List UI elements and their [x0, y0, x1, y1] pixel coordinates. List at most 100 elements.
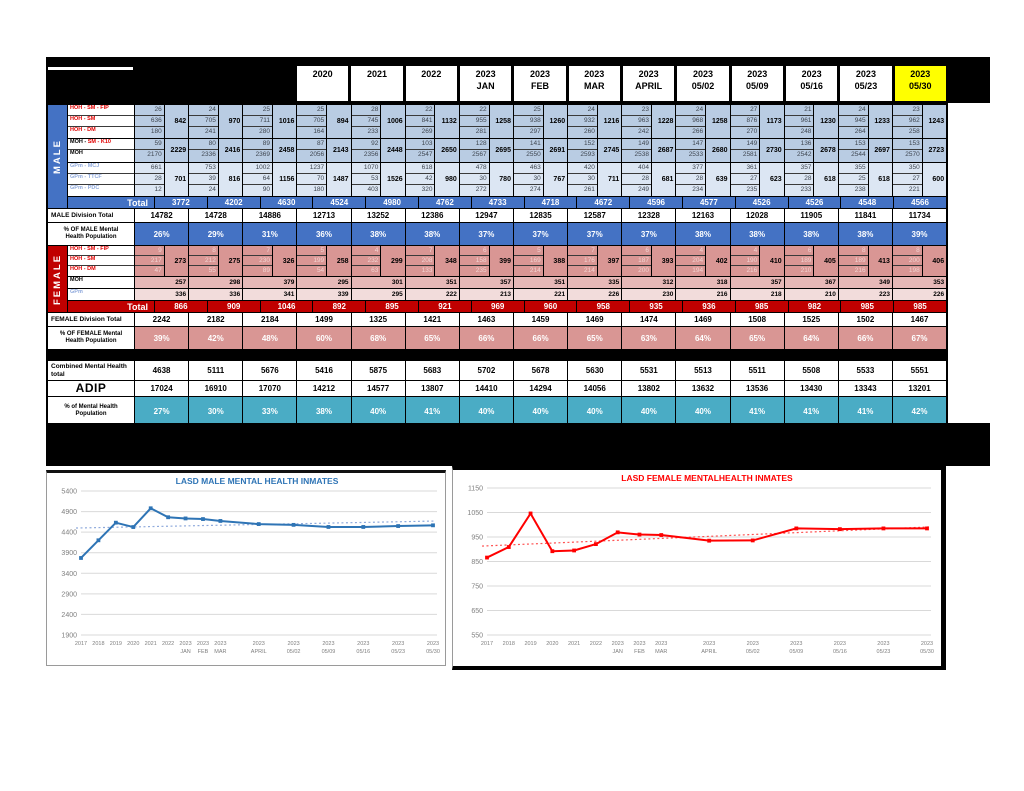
female-pct-cell: 68% [351, 327, 406, 349]
subtotal-cell: 2448 [387, 147, 403, 154]
row-label: HOH - DM [70, 127, 96, 133]
data-column: 361 27 235 623 [730, 163, 785, 196]
combined-total: Combined Mental Health total 4638 5111 5676… [48, 361, 946, 381]
row-labels: MOH - SM - K10 MOH [68, 139, 135, 162]
data-point-marker [528, 511, 533, 516]
subtotal-cell: 701 [174, 176, 187, 183]
data-cell: 216 [716, 291, 728, 298]
adip-cell: 13802 [622, 381, 677, 396]
year-header-cell: 2023 JAN [457, 64, 514, 103]
data-point-marker [659, 533, 664, 537]
subtotal-cell: 399 [499, 257, 511, 265]
x-tick-label: 2023 [427, 641, 439, 647]
data-cell: 234 [692, 186, 704, 193]
male-pct-cell: 37% [622, 223, 677, 245]
row-label: HOH - SM [68, 256, 134, 266]
data-column: 21 961 248 1230 [784, 105, 839, 138]
data-column: 24 945 264 1233 [838, 105, 893, 138]
male-division-total-cell: 14728 [189, 209, 244, 222]
female-pct-cell: 42% [189, 327, 244, 349]
x-tick-label-line2: 05/09 [322, 649, 336, 655]
data-cell: 711 [243, 116, 273, 127]
data-point-marker [79, 556, 83, 560]
subtotal-cell: 2723 [928, 147, 945, 154]
data-cell: 27 [730, 174, 760, 185]
overall-pct-cell: 40% [513, 397, 569, 425]
data-cell: 2356 [363, 151, 379, 158]
data-cell: 63 [371, 267, 379, 274]
x-tick-label-line2: 05/16 [833, 649, 847, 655]
table-row-group: GPm - MCJ GPm - TTCF GPm - PDC 661 28 12 701 75… [68, 163, 947, 197]
year-line2 [376, 80, 379, 92]
x-tick-label: 2023 [877, 641, 889, 647]
female-pct-cell: 66% [513, 327, 569, 349]
data-cell: 189 [784, 256, 814, 266]
data-column: 404 28 249 681 [622, 163, 677, 196]
data-cell: 217 [135, 256, 164, 266]
data-column: 349 [838, 277, 893, 288]
total-cell: 4672 [577, 197, 631, 208]
data-cell: 176 [568, 256, 597, 266]
data-cell: 136 [784, 139, 814, 150]
female-chart-svg: 550 650 750 850 950 1050 1150 2017 2018 2019 2020 2… [467, 473, 933, 655]
total-cell: 4630 [261, 197, 314, 208]
data-cell: 339 [337, 291, 349, 298]
x-tick-label-line2: APRIL [701, 649, 717, 655]
female-pct-cell: 48% [243, 327, 298, 349]
male-section: MALE HOH - SM - FIP HOH - SM HOH - DM 26 636 1… [48, 105, 947, 209]
data-cell: 153 [892, 139, 922, 150]
data-cell: 24 [838, 105, 868, 116]
data-cell: 200 [892, 256, 922, 266]
data-cell: 216 [746, 267, 758, 274]
data-cell: 377 [676, 163, 706, 174]
total-cell: 4526 [736, 197, 789, 208]
data-cell: 962 [892, 116, 922, 127]
x-tick-label: 2018 [92, 641, 104, 647]
data-cell: 351 [554, 279, 566, 286]
data-column: 24 705 241 970 [189, 105, 244, 138]
data-cell: 2581 [742, 151, 758, 158]
data-column: 355 25 238 618 [838, 163, 893, 196]
data-cell: 357 [784, 163, 814, 174]
female-side-label: FEMALE [48, 246, 68, 312]
overall-pct-cell: 38% [297, 397, 352, 425]
x-tick-label: 2023 [790, 641, 802, 647]
total-cell: 4202 [208, 197, 261, 208]
data-point-marker [166, 515, 171, 520]
data-cell: 249 [638, 186, 650, 193]
data-cell: 26 [135, 105, 164, 116]
female-pct-label: % OF FEMALE Mental Health Population [48, 327, 135, 349]
adip-cell: 14294 [514, 381, 569, 396]
x-tick-label: 2022 [162, 641, 174, 647]
data-cell: 187 [622, 256, 652, 266]
data-column: 1002 64 90 1156 [243, 163, 298, 196]
year-line2: MAR [584, 81, 605, 92]
male-division-total-cell: 14886 [243, 209, 298, 222]
data-cell: 753 [189, 163, 218, 174]
x-tick-label: 2017 [481, 641, 493, 647]
y-tick-label: 2900 [61, 591, 77, 598]
overall-pct-cell: 41% [405, 397, 460, 425]
data-cell: 2547 [417, 151, 433, 158]
data-column: 377 28 234 639 [676, 163, 731, 196]
x-tick-label-line2: 05/16 [356, 649, 370, 655]
year-line2: FEB [530, 81, 549, 92]
data-point-marker [925, 526, 929, 531]
x-tick-label-line2: MAR [655, 649, 667, 655]
data-cell: 248 [800, 128, 812, 135]
combined-total-cell: 5513 [676, 361, 731, 380]
x-tick-label: 2023 [834, 641, 846, 647]
data-column: 92 2356 2448 [351, 139, 406, 162]
female-division-total-cell: 1467 [910, 315, 929, 324]
x-tick-label-line2: MAR [214, 649, 226, 655]
y-tick-label: 1050 [467, 510, 483, 517]
data-cell: 230 [243, 256, 273, 266]
data-column: 128 2567 2695 [459, 139, 514, 162]
data-point-marker [96, 538, 101, 543]
female-division-total-cell: 1421 [406, 313, 460, 326]
subtotal-cell: 842 [174, 118, 187, 125]
subtotal-cell: 1173 [766, 118, 782, 125]
data-cell: 295 [337, 279, 349, 286]
year-line1: 2020 [312, 69, 333, 79]
subtotal-cell: 780 [499, 176, 511, 183]
